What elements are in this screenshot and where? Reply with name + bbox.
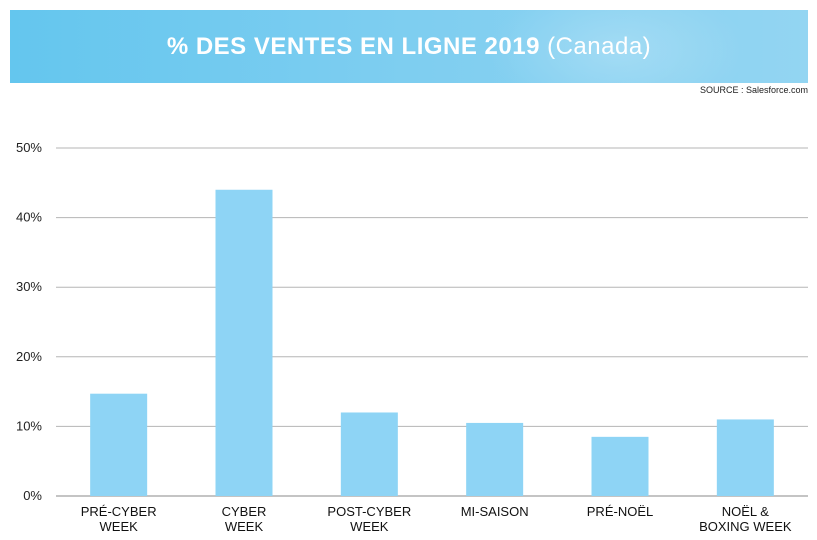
bar bbox=[591, 436, 649, 496]
x-category-label: MI-SAISON bbox=[461, 504, 529, 519]
bar bbox=[716, 419, 774, 496]
x-category-label: PRÉ-NOËL bbox=[587, 504, 653, 519]
x-category-label: POST-CYBER WEEK bbox=[327, 504, 411, 534]
x-category-label: PRÉ-CYBER WEEK bbox=[81, 504, 157, 534]
y-tick-label: 0% bbox=[23, 488, 42, 503]
title-banner: % DES VENTES EN LIGNE 2019 (Canada) bbox=[10, 10, 808, 83]
bar bbox=[90, 393, 148, 496]
chart-title-main: % DES VENTES EN LIGNE 2019 bbox=[166, 32, 540, 60]
bar bbox=[340, 412, 398, 496]
chart-title: % DES VENTES EN LIGNE 2019 (Canada) bbox=[167, 33, 651, 61]
x-category-label: NOËL & BOXING WEEK bbox=[699, 504, 792, 534]
chart-title-sub: (Canada) bbox=[547, 32, 652, 60]
y-tick-label: 40% bbox=[16, 210, 42, 225]
y-tick-label: 30% bbox=[16, 279, 42, 294]
y-tick-label: 50% bbox=[16, 140, 42, 155]
y-tick-label: 10% bbox=[16, 418, 42, 433]
bar bbox=[466, 422, 524, 496]
source-note: SOURCE : Salesforce.com bbox=[699, 85, 808, 95]
y-tick-label: 20% bbox=[16, 349, 42, 364]
x-category-label: CYBER WEEK bbox=[222, 504, 267, 534]
bar bbox=[215, 189, 273, 496]
